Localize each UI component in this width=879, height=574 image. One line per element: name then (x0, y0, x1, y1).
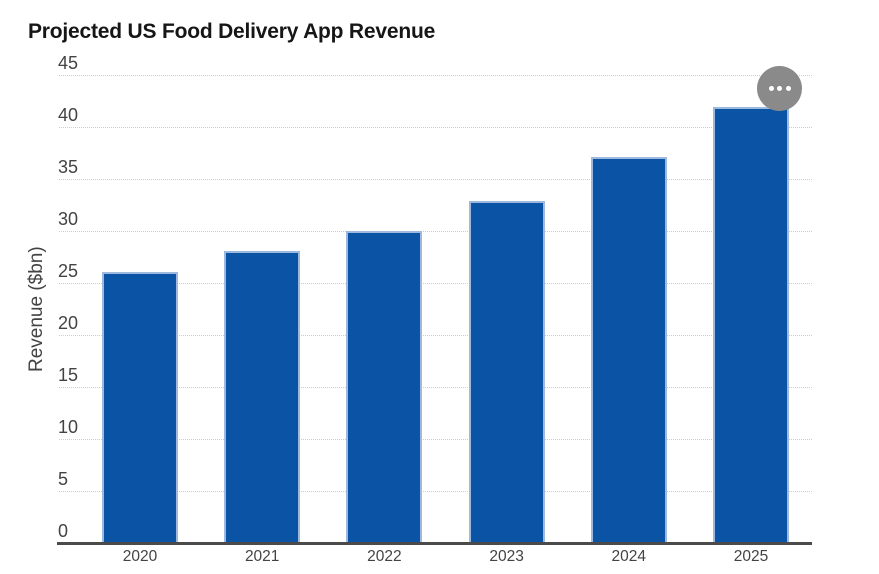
y-tick-label-30: 30 (58, 209, 79, 229)
gridline-40 (59, 127, 812, 128)
bar-2024[interactable] (590, 157, 667, 543)
ellipsis-icon (768, 86, 791, 91)
bar-2023[interactable] (468, 200, 545, 543)
y-tick-label-10: 10 (58, 417, 79, 437)
bar-2021[interactable] (224, 250, 301, 543)
y-tick-label-20: 20 (58, 313, 79, 333)
x-tick-label-2024: 2024 (611, 548, 647, 565)
gridline-15 (59, 387, 812, 388)
chart-title: Projected US Food Delivery App Revenue (28, 20, 436, 43)
x-tick-label-2021: 2021 (244, 548, 280, 565)
x-tick-label-2023: 2023 (489, 548, 524, 565)
y-tick-label-15: 15 (58, 365, 79, 385)
gridline-45 (59, 75, 812, 76)
y-tick-label-45: 45 (58, 53, 79, 73)
y-tick-label-25: 25 (58, 261, 79, 281)
x-tick-label-2020: 2020 (122, 548, 158, 565)
y-axis-title: Revenue ($bn) (26, 246, 47, 372)
x-tick-label-2025: 2025 (733, 548, 769, 565)
y-tick-label-0: 0 (58, 521, 69, 541)
gridline-35 (59, 179, 812, 180)
gridline-30 (59, 231, 812, 232)
x-tick-labels: 2020 2021 2022 2023 2024 2025 (57, 548, 812, 570)
gridline-25 (59, 283, 812, 284)
x-tick-label-2022: 2022 (367, 548, 402, 565)
y-tick-label-35: 35 (58, 157, 79, 177)
x-axis-line (57, 541, 812, 545)
y-tick-label-5: 5 (58, 469, 69, 489)
gridline-5 (59, 491, 812, 492)
gridline-20 (59, 335, 812, 336)
bar-2020[interactable] (102, 271, 178, 543)
gridline-10 (59, 439, 812, 440)
y-tick-label-40: 40 (58, 105, 79, 125)
more-options-button[interactable] (757, 66, 802, 111)
plot-area (57, 75, 812, 545)
bar-2022[interactable] (346, 231, 423, 543)
bar-2025[interactable] (713, 107, 789, 543)
y-tick-labels: 0 5 10 15 20 25 30 35 40 45 (57, 54, 117, 543)
